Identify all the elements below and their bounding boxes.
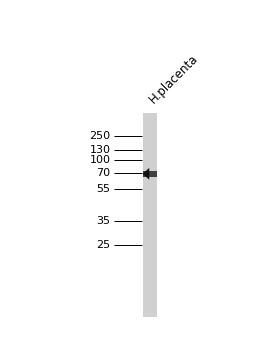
Text: H.placenta: H.placenta [147,52,201,106]
Text: 35: 35 [96,216,110,226]
Text: 250: 250 [89,131,110,141]
Bar [143,114,157,318]
Bar [143,171,157,177]
Text: 100: 100 [89,155,110,164]
Text: 70: 70 [96,168,110,178]
Text: 55: 55 [96,184,110,195]
Text: 25: 25 [96,240,110,250]
Text: 130: 130 [89,145,110,155]
Polygon shape [143,168,149,180]
